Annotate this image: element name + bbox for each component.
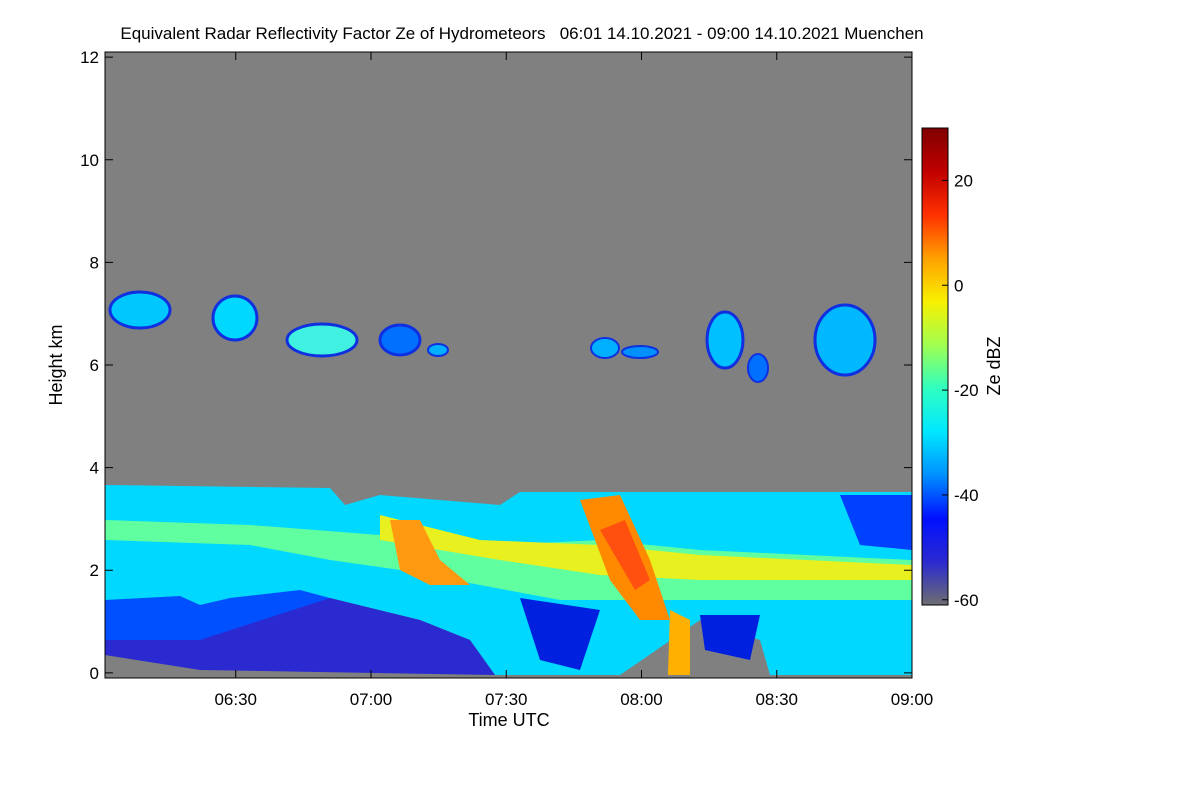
chart-title: Equivalent Radar Reflectivity Factor Ze … xyxy=(120,24,923,43)
x-axis-label: Time UTC xyxy=(468,710,549,730)
colorbar-label: Ze dBZ xyxy=(984,336,1004,395)
colorbar-tick-label: -60 xyxy=(954,591,979,610)
upper-cloud xyxy=(211,294,259,342)
y-tick-label: 12 xyxy=(80,48,99,67)
x-tick-label: 08:00 xyxy=(620,690,663,709)
upper-cloud xyxy=(705,310,745,370)
colorbar xyxy=(921,127,949,606)
colorbar-tick-label: -40 xyxy=(954,486,979,505)
y-tick-label: 2 xyxy=(90,561,99,580)
colorbar-tick-label: 0 xyxy=(954,276,963,295)
x-tick-label: 07:00 xyxy=(350,690,393,709)
y-tick-label: 10 xyxy=(80,151,99,170)
x-tick-label: 09:00 xyxy=(891,690,934,709)
low-cloud-base xyxy=(520,598,600,670)
upper-edge xyxy=(840,495,912,550)
x-tick-label: 08:30 xyxy=(755,690,798,709)
upper-cloud xyxy=(108,290,172,330)
upper-cloud xyxy=(621,345,659,359)
upper-cloud xyxy=(813,303,877,377)
core xyxy=(668,610,690,675)
colorbar-tick-label: -20 xyxy=(954,381,979,400)
upper-cloud xyxy=(378,323,422,357)
y-axis-label: Height km xyxy=(46,324,66,405)
y-tick-label: 6 xyxy=(90,356,99,375)
upper-cloud xyxy=(590,337,620,359)
reflectivity-field xyxy=(105,290,912,675)
y-tick-label: 4 xyxy=(90,459,99,478)
x-tick-label: 07:30 xyxy=(485,690,528,709)
y-tick-label: 0 xyxy=(90,664,99,683)
upper-cloud xyxy=(747,353,769,383)
mid-band xyxy=(380,515,912,580)
low-cloud-base xyxy=(105,590,330,640)
core xyxy=(600,520,650,590)
x-tick-label: 06:30 xyxy=(214,690,257,709)
upper-cloud xyxy=(427,343,449,357)
colorbar-tick-label: 20 xyxy=(954,171,973,190)
upper-cloud xyxy=(285,322,359,358)
low-cloud-base xyxy=(700,615,760,660)
y-tick-label: 8 xyxy=(90,253,99,272)
core xyxy=(390,520,470,585)
